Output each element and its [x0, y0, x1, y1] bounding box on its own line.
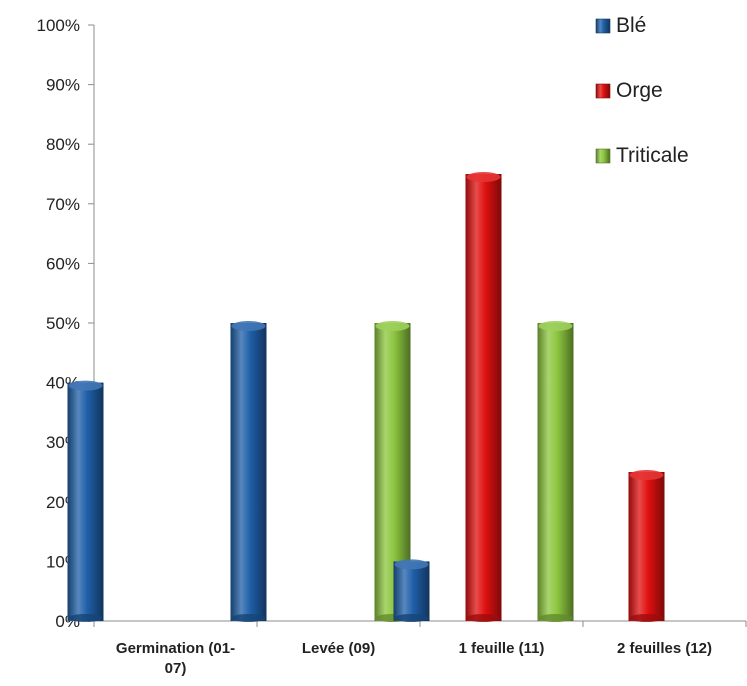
x-tick-label: 1 feuille (11)	[459, 640, 545, 657]
bar-top	[394, 559, 429, 570]
y-tick-label: 50%	[46, 314, 80, 333]
x-tick-label: Germination (01-07)	[116, 640, 235, 677]
y-tick-label: 100%	[37, 16, 80, 35]
bar-base	[68, 614, 103, 622]
x-tick-label: 2 feuilles (12)	[617, 640, 712, 657]
y-tick-label: 90%	[46, 76, 80, 95]
bar-triticale	[537, 323, 574, 621]
bar-top	[231, 321, 266, 331]
bar-top	[466, 172, 501, 182]
legend: Blé Orge Triticale	[595, 14, 689, 167]
bar-orge	[628, 472, 665, 621]
bar-base	[538, 614, 573, 622]
bar-top	[538, 321, 573, 331]
legend-swatch-triticale	[595, 148, 611, 164]
y-tick-label: 70%	[46, 195, 80, 214]
bar-top	[629, 470, 664, 480]
legend-label: Triticale	[616, 144, 689, 167]
legend-swatch-blé	[595, 18, 611, 34]
bar-base	[231, 614, 266, 622]
bar-blé	[67, 382, 104, 621]
bar-base	[394, 614, 429, 622]
legend-label: Blé	[616, 14, 646, 37]
bar-top	[68, 380, 103, 391]
bar-blé	[230, 323, 267, 621]
legend-label: Orge	[616, 79, 663, 102]
y-tick-label: 80%	[46, 135, 80, 154]
bar-base	[629, 614, 664, 622]
bars	[67, 172, 665, 622]
y-tick-label: 60%	[46, 254, 80, 273]
bar-orge	[465, 174, 502, 621]
legend-swatch-orge	[595, 83, 611, 99]
bar-base	[466, 614, 501, 622]
bar-top	[375, 321, 410, 331]
bar-blé	[393, 561, 430, 621]
x-tick-label: Levée (09)	[302, 640, 375, 657]
